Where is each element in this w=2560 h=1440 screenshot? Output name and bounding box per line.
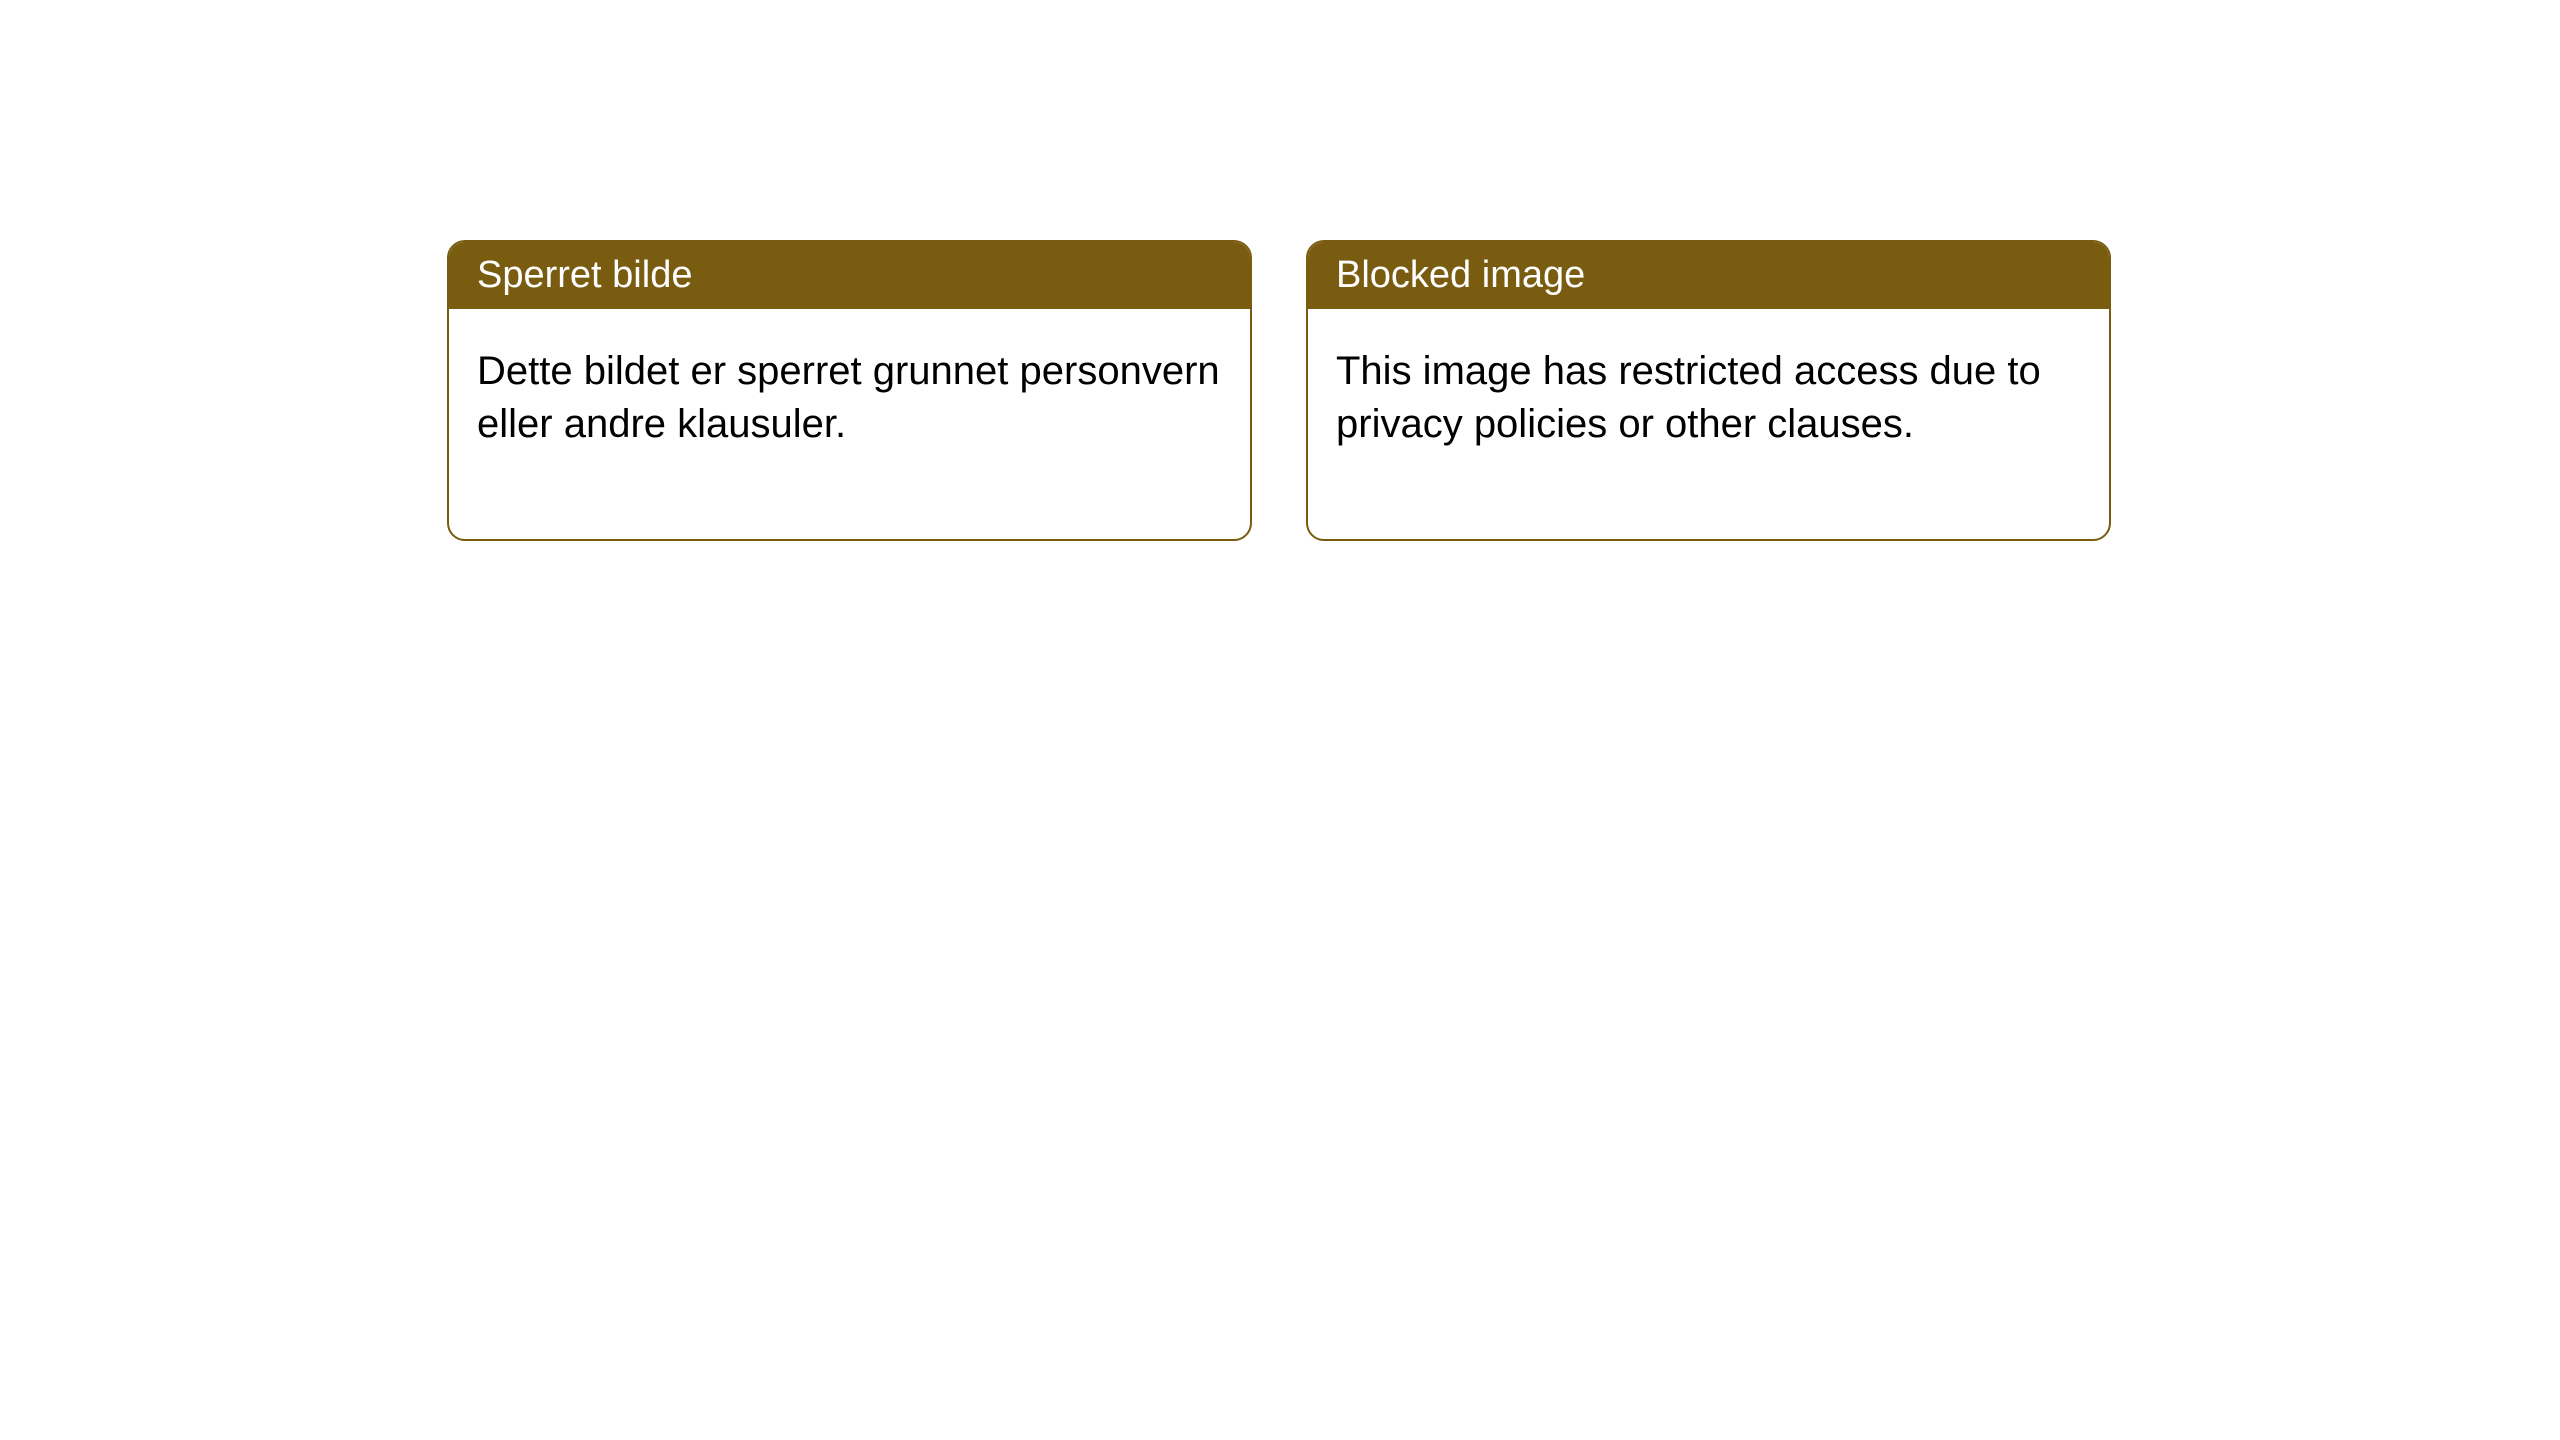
notice-card-norwegian: Sperret bilde Dette bildet er sperret gr… <box>447 240 1252 541</box>
card-title: Blocked image <box>1308 242 2109 309</box>
notice-card-english: Blocked image This image has restricted … <box>1306 240 2111 541</box>
card-title: Sperret bilde <box>449 242 1250 309</box>
notice-cards-row: Sperret bilde Dette bildet er sperret gr… <box>447 240 2111 541</box>
card-body: Dette bildet er sperret grunnet personve… <box>449 309 1250 539</box>
card-body: This image has restricted access due to … <box>1308 309 2109 539</box>
